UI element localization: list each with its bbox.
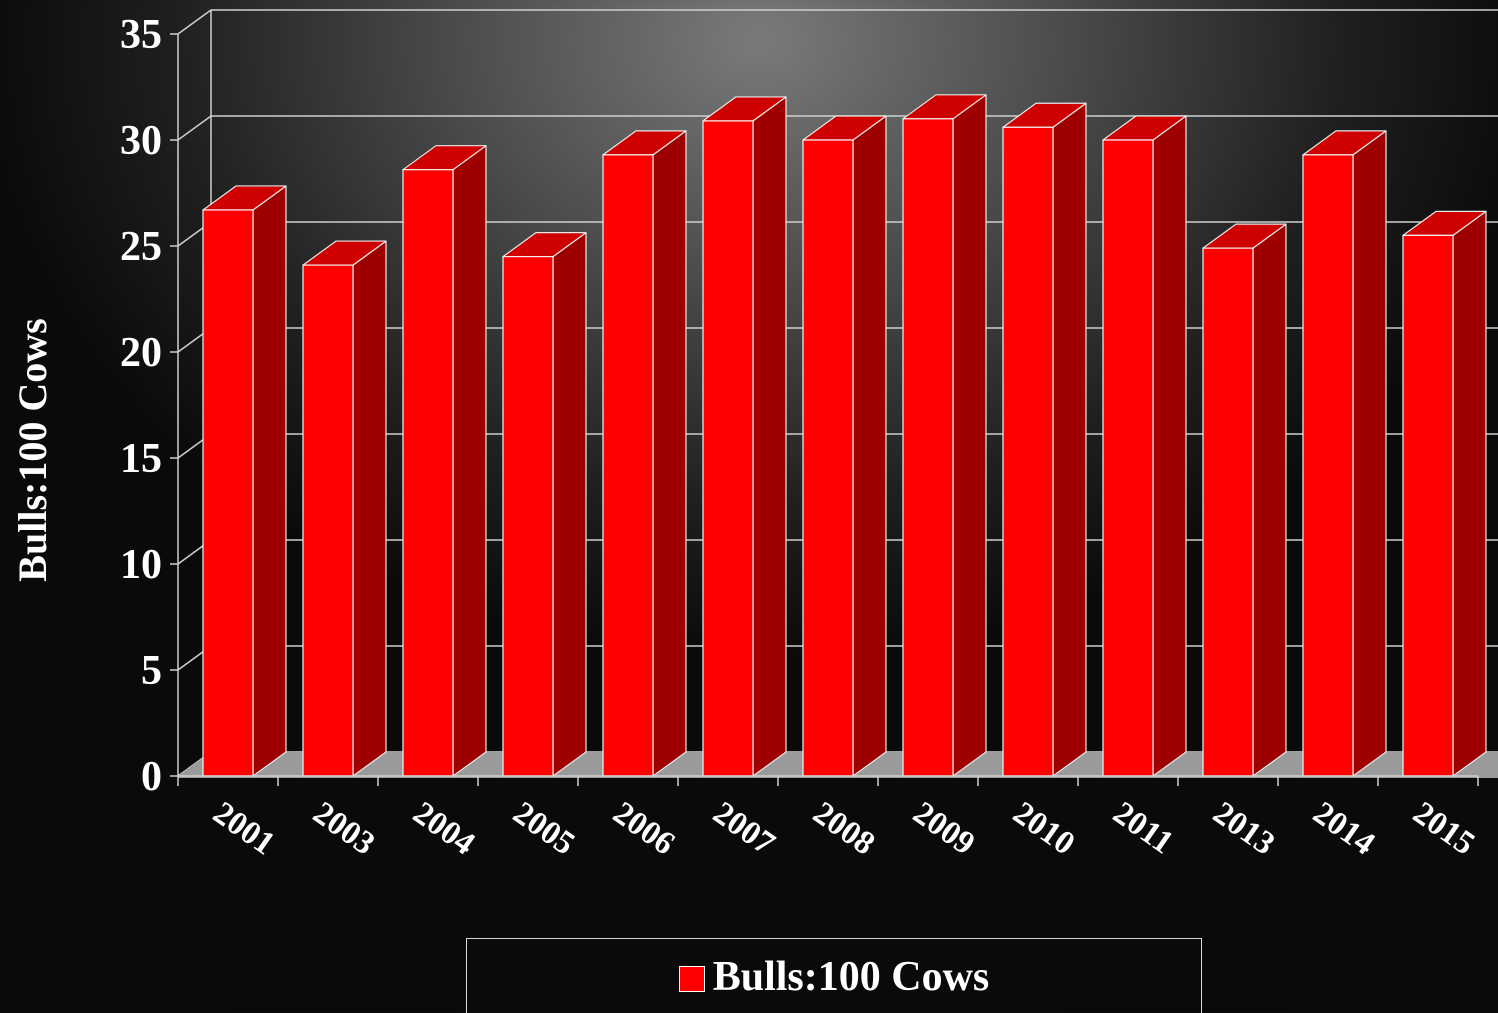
bar-front-2001 <box>202 209 254 777</box>
x-tick-labels: 2001 2003 2004 2005 2006 2007 2008 2009 2010 2011… <box>206 795 1481 862</box>
bars <box>202 94 1487 777</box>
bar-side-2007 <box>752 96 787 777</box>
bar-side-2011 <box>1152 115 1187 777</box>
bar-side-2014 <box>1352 130 1387 777</box>
bar-2008 <box>802 115 887 777</box>
x-tick-label-2005: 2005 <box>506 795 581 862</box>
y-axis-title: Bulls:100 Cows <box>10 318 55 581</box>
bar-2007 <box>702 96 787 777</box>
y-tick-label-0: 0 <box>141 754 162 800</box>
bar-2010 <box>1002 102 1087 777</box>
bar-front-2004 <box>402 169 454 777</box>
bar-front-2007 <box>702 120 754 777</box>
x-tick-label-2006: 2006 <box>606 795 681 862</box>
y-tick-label-30: 30 <box>120 118 162 164</box>
bar-2013 <box>1202 223 1287 777</box>
x-tick-label-2007: 2007 <box>706 795 781 862</box>
bar-side-2010 <box>1052 102 1087 777</box>
x-tick-label-2010: 2010 <box>1006 795 1081 862</box>
bar-side-2008 <box>852 115 887 777</box>
bar-front-2015 <box>1402 234 1454 777</box>
bar-side-2003 <box>352 240 387 777</box>
bar-2014 <box>1302 130 1387 777</box>
gridline-depth-35 <box>177 9 212 35</box>
bar-front-2009 <box>902 118 954 777</box>
bar-side-2001 <box>252 185 287 777</box>
x-tick-label-2014: 2014 <box>1306 795 1381 862</box>
y-tick-label-5: 5 <box>141 648 162 694</box>
bar-front-2006 <box>602 154 654 777</box>
bar-front-2003 <box>302 264 354 777</box>
gridline-depth-30 <box>177 115 212 141</box>
bar-2003 <box>302 240 387 777</box>
bar-side-2006 <box>652 130 687 777</box>
x-tick-label-2003: 2003 <box>306 795 381 862</box>
bar-2005 <box>502 232 587 777</box>
legend-swatch <box>678 966 705 992</box>
legend-label: Bulls:100 Cows <box>712 954 990 1000</box>
x-tick-label-2001: 2001 <box>206 795 281 862</box>
bar-2015 <box>1402 210 1487 777</box>
x-tick-label-2011: 2011 <box>1106 795 1179 861</box>
x-tick-label-2009: 2009 <box>906 795 981 862</box>
bar-side-2004 <box>452 145 487 777</box>
bar-2006 <box>602 130 687 777</box>
x-tick-label-2015: 2015 <box>1406 795 1481 862</box>
bar-front-2014 <box>1302 154 1354 777</box>
bar-2004 <box>402 145 487 777</box>
bar-2011 <box>1102 115 1187 777</box>
y-tick-labels: 0 5 10 15 20 25 30 35 <box>120 12 162 800</box>
bar-front-2005 <box>502 256 554 777</box>
bar-side-2015 <box>1452 210 1487 777</box>
y-tick-label-35: 35 <box>120 12 162 58</box>
bar-front-2011 <box>1102 139 1154 777</box>
x-tick-label-2008: 2008 <box>806 795 881 862</box>
y-tick-label-25: 25 <box>120 224 162 270</box>
bar-2009 <box>902 94 987 777</box>
bar-2001 <box>202 185 287 777</box>
bar-side-2013 <box>1252 223 1287 777</box>
y-tick-label-10: 10 <box>120 542 162 588</box>
bar-side-2009 <box>952 94 987 777</box>
legend: Bulls:100 Cows <box>466 938 1202 1013</box>
x-tick-label-2004: 2004 <box>406 795 481 862</box>
axes <box>170 33 1479 786</box>
bar-front-2013 <box>1202 247 1254 777</box>
y-tick-label-15: 15 <box>120 436 162 482</box>
bar-front-2010 <box>1002 126 1054 777</box>
bar-front-2008 <box>802 139 854 777</box>
bar-side-2005 <box>552 232 587 777</box>
x-tick-label-2013: 2013 <box>1206 795 1281 862</box>
y-tick-label-20: 20 <box>120 330 162 376</box>
